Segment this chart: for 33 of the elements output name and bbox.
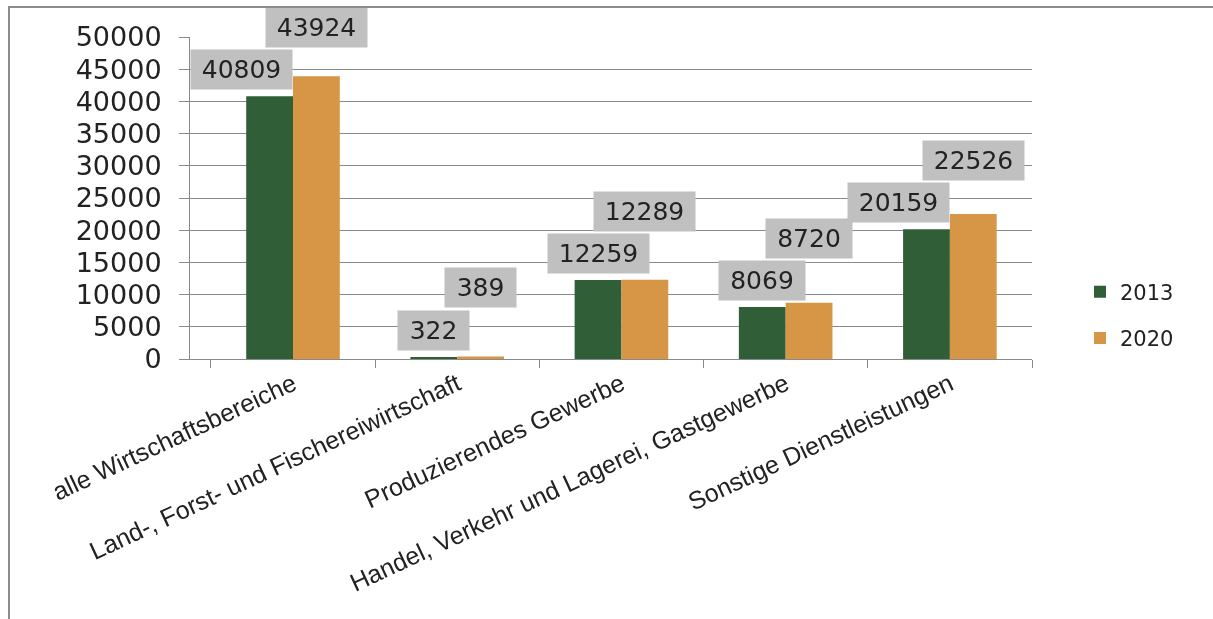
data-label: 389 xyxy=(456,273,505,302)
bar xyxy=(293,76,340,359)
data-label: 22526 xyxy=(933,146,1014,175)
y-tick-label: 35000 xyxy=(75,118,162,150)
data-label: 322 xyxy=(409,316,458,345)
bar xyxy=(574,280,622,359)
y-tick-label: 30000 xyxy=(75,150,162,182)
y-tick-label: 15000 xyxy=(75,246,162,278)
legend-label: 2013 xyxy=(1120,280,1174,305)
bar xyxy=(246,96,293,359)
data-label: 12289 xyxy=(604,197,685,226)
bar xyxy=(738,307,786,359)
y-tick-label: 0 xyxy=(144,343,162,375)
data-label: 12259 xyxy=(558,239,639,268)
data-label: 40809 xyxy=(201,55,282,84)
data-label: 43924 xyxy=(276,13,357,42)
bar xyxy=(903,229,950,359)
legend-label: 2020 xyxy=(1120,327,1174,352)
y-tick-label: 20000 xyxy=(75,214,162,246)
y-tick-label: 50000 xyxy=(75,21,162,53)
bar xyxy=(949,213,997,359)
data-label: 8720 xyxy=(777,224,841,253)
data-label: 8069 xyxy=(730,266,794,295)
bar xyxy=(410,356,458,359)
y-tick-label: 25000 xyxy=(75,182,162,214)
bar xyxy=(457,356,505,359)
bar xyxy=(785,302,833,359)
y-tick-label: 10000 xyxy=(75,279,162,311)
y-tick-label: 40000 xyxy=(75,85,162,117)
bar xyxy=(621,279,669,359)
y-tick-label: 5000 xyxy=(92,311,162,343)
y-tick-label: 45000 xyxy=(75,53,162,85)
data-label: 20159 xyxy=(858,188,939,217)
